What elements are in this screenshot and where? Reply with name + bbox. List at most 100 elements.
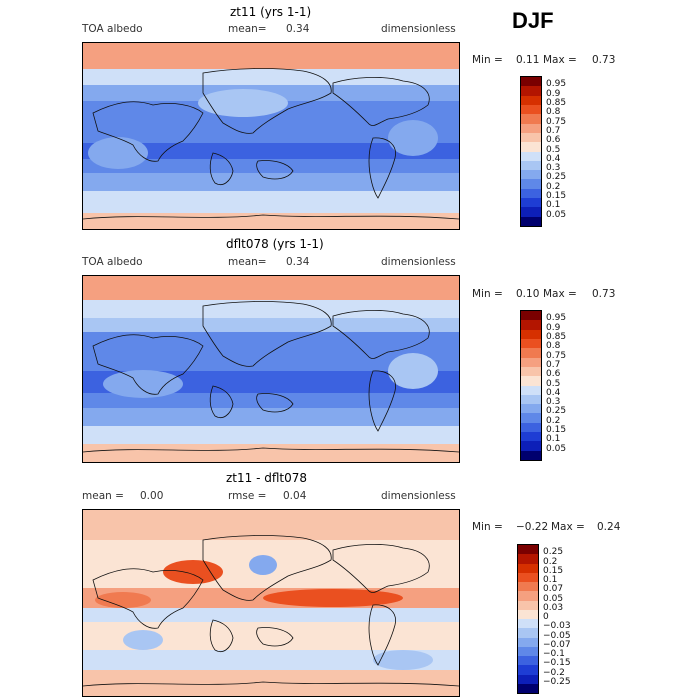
colorbar-label: 0.15 — [546, 191, 567, 202]
panel1-units: dimensionless — [381, 23, 456, 35]
colorbar-segment — [518, 674, 538, 684]
colorbar-segment — [521, 441, 541, 451]
colorbar-segment — [518, 656, 538, 666]
panel1-max-label: Max = — [543, 54, 577, 66]
colorbar-segment — [521, 404, 541, 414]
colorbar-label: 0.2 — [546, 415, 561, 426]
panel1-mean-value: 0.34 — [286, 23, 310, 35]
panel1-min-label: Min = — [472, 54, 503, 66]
colorbar-label: −0.07 — [543, 639, 571, 650]
panel2-colorbar — [520, 310, 542, 461]
colorbar-label: 0.2 — [543, 556, 558, 567]
colorbar-label: 0.15 — [543, 565, 564, 576]
colorbar-label: 0.4 — [546, 387, 561, 398]
colorbar-segment — [518, 637, 538, 647]
colorbar-segment — [521, 188, 541, 199]
colorbar-segment — [521, 376, 541, 386]
colorbar-segment — [518, 665, 538, 675]
colorbar-label: −0.05 — [543, 630, 571, 641]
colorbar-segment — [521, 132, 541, 143]
colorbar-label: 0.7 — [546, 359, 561, 370]
panel2-map — [82, 275, 460, 463]
colorbar-label: 0.1 — [546, 434, 561, 445]
colorbar-segment — [521, 207, 541, 217]
colorbar-label: −0.03 — [543, 621, 571, 632]
panel2-max-label: Max = — [543, 288, 577, 300]
panel1-variable: TOA albedo — [82, 23, 143, 35]
panel1-map — [82, 42, 460, 230]
panel2-variable: TOA albedo — [82, 256, 143, 268]
colorbar-segment — [518, 545, 538, 555]
panel2-title: dflt078 (yrs 1-1) — [226, 237, 324, 251]
colorbar-segment — [518, 554, 538, 564]
panel1-map-svg — [83, 43, 459, 229]
colorbar-segment — [521, 160, 541, 171]
colorbar-label: 0.3 — [546, 163, 561, 174]
colorbar-label: 0.25 — [543, 547, 564, 558]
colorbar-label: 0.15 — [546, 425, 567, 436]
colorbar-segment — [521, 329, 541, 339]
colorbar-segment — [518, 683, 538, 693]
panel2-mean-label: mean= — [228, 256, 267, 268]
colorbar-label: 0.75 — [546, 350, 567, 361]
panel3-map-svg — [83, 510, 459, 696]
colorbar-segment — [521, 104, 541, 115]
colorbar-label: 0 — [543, 612, 549, 622]
colorbar-label: 0.5 — [546, 144, 561, 155]
colorbar-segment — [521, 114, 541, 124]
panel2-map-svg — [83, 276, 459, 462]
panel3-colorbar — [517, 544, 539, 694]
panel3-mean-label: mean = — [82, 490, 124, 502]
panel3-title: zt11 - dflt078 — [226, 471, 308, 485]
colorbar-label: 0.4 — [546, 153, 561, 164]
panel1-min-value: 0.11 — [516, 54, 540, 66]
colorbar-segment — [521, 320, 541, 330]
colorbar-label: 0.8 — [546, 341, 561, 352]
colorbar-label: 0.1 — [543, 575, 558, 585]
panel3-map — [82, 509, 460, 697]
colorbar-label: 0.05 — [543, 593, 564, 604]
colorbar-segment — [518, 600, 538, 610]
colorbar-label: 0.07 — [543, 584, 564, 595]
season-label: DJF — [512, 8, 554, 33]
colorbar-segment — [518, 646, 538, 656]
panel2-min-label: Min = — [472, 288, 503, 300]
colorbar-label: 0.05 — [546, 443, 567, 454]
panel1-colorbar — [520, 76, 542, 227]
colorbar-label: −0.25 — [543, 676, 571, 687]
colorbar-label: 0.95 — [546, 313, 567, 324]
panel2-units: dimensionless — [381, 256, 456, 268]
colorbar-segment — [521, 366, 541, 377]
colorbar-label: −0.2 — [543, 667, 565, 678]
colorbar-segment — [521, 86, 541, 96]
colorbar-label: 0.03 — [543, 602, 564, 613]
panel1-title: zt11 (yrs 1-1) — [230, 5, 312, 19]
colorbar-label: 0.05 — [546, 209, 567, 220]
colorbar-label: 0.6 — [546, 135, 561, 146]
colorbar-segment — [521, 385, 541, 395]
colorbar-segment — [521, 170, 541, 180]
colorbar-label: 0.6 — [546, 369, 561, 380]
colorbar-segment — [521, 77, 541, 87]
colorbar-segment — [521, 142, 541, 152]
panel2-mean-value: 0.34 — [286, 256, 310, 268]
panel3-min-value: −0.22 — [516, 521, 549, 533]
panel2-min-value: 0.10 — [516, 288, 540, 300]
colorbar-segment — [518, 619, 538, 629]
colorbar-label: 0.9 — [546, 88, 561, 99]
colorbar-segment — [521, 413, 541, 423]
colorbar-segment — [521, 123, 541, 133]
panel3-rmse-label: rmse = — [228, 490, 267, 502]
colorbar-segment — [521, 151, 541, 161]
colorbar-segment — [521, 422, 541, 433]
colorbar-label: 0.85 — [546, 331, 567, 342]
colorbar-label: 0.9 — [546, 322, 561, 333]
colorbar-segment — [518, 591, 538, 601]
colorbar-segment — [521, 338, 541, 349]
colorbar-segment — [521, 394, 541, 405]
colorbar-label: 0.85 — [546, 97, 567, 108]
panel3-mean-value: 0.00 — [140, 490, 164, 502]
panel1-mean-label: mean= — [228, 23, 267, 35]
colorbar-segment — [518, 563, 538, 573]
colorbar-label: 0.1 — [546, 200, 561, 211]
